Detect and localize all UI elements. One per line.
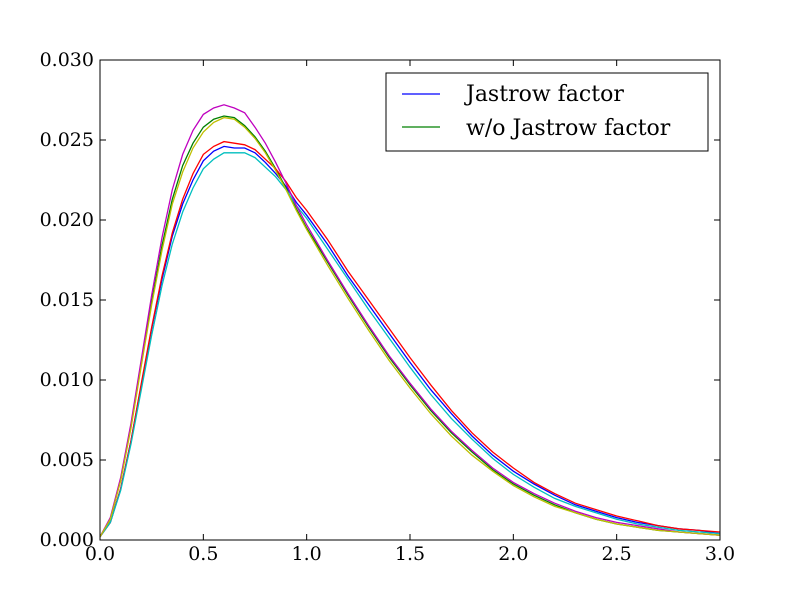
x-tick-label: 2.5	[602, 543, 632, 565]
series-line-1	[99, 145, 721, 538]
y-tick-label: 0.015	[40, 289, 94, 311]
y-tick-label: 0.025	[40, 129, 94, 151]
legend: Jastrow factor w/o Jastrow factor	[385, 72, 709, 152]
x-tick-label: 1.0	[292, 543, 322, 565]
y-tick-label: 0.005	[40, 449, 94, 471]
legend-box	[385, 72, 709, 152]
series-layer	[99, 104, 721, 538]
y-tick-label: 0.010	[40, 369, 94, 391]
y-tick-label: 0.030	[40, 49, 94, 71]
x-tick-label: 0.5	[188, 543, 218, 565]
legend-label-jastrow: Jastrow factor	[464, 82, 624, 107]
x-tick-label: 1.5	[395, 543, 425, 565]
y-tick-label: 0.020	[40, 209, 94, 231]
series-line-6	[99, 116, 721, 538]
series-line-4	[99, 152, 721, 538]
series-line-3	[99, 140, 721, 538]
plot-frame	[99, 59, 721, 541]
x-tick-label: 2.0	[498, 543, 528, 565]
x-tick-label: 0.0	[85, 543, 115, 565]
ticks-layer: 0.0 0.5 1.0 1.5 2.0 2.5 3.0 0.000 0.005 0.010 0.01…	[40, 49, 736, 565]
legend-label-no-jastrow: w/o Jastrow factor	[466, 116, 671, 141]
series-line-5	[99, 104, 721, 538]
y-tick-label: 0.000	[40, 529, 94, 551]
x-tick-label: 3.0	[705, 543, 735, 565]
